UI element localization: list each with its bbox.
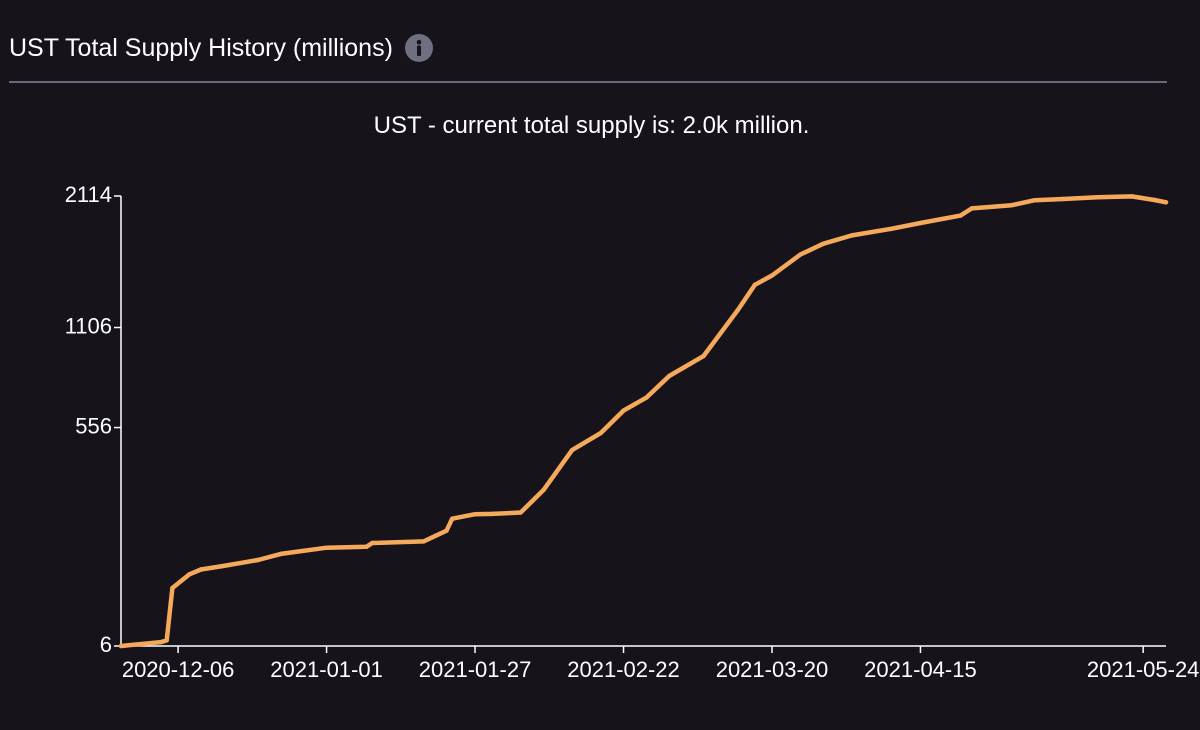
info-glyph [416, 39, 422, 56]
data-point [118, 643, 124, 649]
y-tick-label: 1106 [65, 313, 112, 338]
data-point [752, 282, 758, 287]
data-point [598, 430, 603, 436]
data-point [798, 252, 803, 257]
data-point [221, 563, 226, 569]
panel-title: UST Total Supply History (millions) [9, 33, 393, 62]
data-point [490, 511, 495, 517]
data-point [324, 545, 329, 550]
y-tick-label: 2114 [65, 182, 112, 207]
data-point [198, 567, 204, 572]
x-tick-label: 2021-02-22 [567, 657, 680, 682]
data-point [1152, 197, 1157, 203]
supply-series-line [118, 194, 1169, 649]
data-point [621, 408, 626, 413]
data-point [472, 512, 478, 517]
data-point [421, 539, 426, 544]
data-point [701, 353, 706, 359]
data-point [1163, 200, 1169, 205]
data-point [735, 308, 740, 313]
data-point [541, 487, 546, 493]
x-tick-label: 2021-05-24 [1087, 657, 1200, 682]
data-point [769, 273, 775, 278]
data-point [849, 233, 855, 238]
data-point [667, 373, 672, 379]
header-divider [9, 81, 1167, 83]
x-tick-label: 2021-04-15 [864, 657, 977, 682]
x-tick-label: 2021-01-27 [419, 657, 532, 682]
data-point [370, 540, 375, 546]
data-point [187, 572, 192, 577]
info-icon[interactable] [404, 34, 433, 62]
data-point [444, 528, 449, 533]
x-tick-label: 2020-12-06 [122, 657, 235, 682]
data-point [164, 638, 169, 643]
data-point [518, 510, 523, 515]
data-point [170, 585, 175, 591]
data-point [364, 544, 369, 549]
data-point [889, 226, 895, 231]
data-point [1095, 195, 1100, 200]
y-tick-label: 6 [100, 632, 112, 657]
data-point [1009, 203, 1014, 208]
data-point [644, 395, 649, 400]
y-tick-label: 556 [75, 413, 112, 438]
x-tick-label: 2021-01-01 [270, 657, 383, 682]
data-point [969, 206, 974, 211]
data-point [158, 639, 164, 645]
panel-header: UST Total Supply History (millions) [9, 28, 433, 68]
data-point [569, 447, 575, 453]
data-point [450, 516, 455, 521]
data-point [1061, 196, 1066, 202]
data-point [918, 220, 923, 226]
data-point [958, 213, 963, 218]
data-point [821, 241, 826, 246]
data-point [1032, 198, 1037, 203]
data-point [1129, 194, 1134, 199]
chart-title: UST - current total supply is: 2.0k mill… [373, 112, 810, 139]
data-point [278, 551, 284, 557]
x-tick-label: 2021-03-20 [716, 657, 829, 682]
data-point [255, 557, 261, 563]
